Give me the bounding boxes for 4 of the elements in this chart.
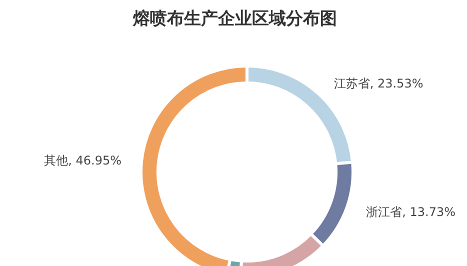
slice-label: 江苏省: [334, 76, 370, 90]
slice-label: 其他: [44, 154, 68, 168]
slice-label: 浙江省: [366, 204, 402, 219]
title: 熔喷布生产企业区域分布图: [133, 9, 337, 29]
